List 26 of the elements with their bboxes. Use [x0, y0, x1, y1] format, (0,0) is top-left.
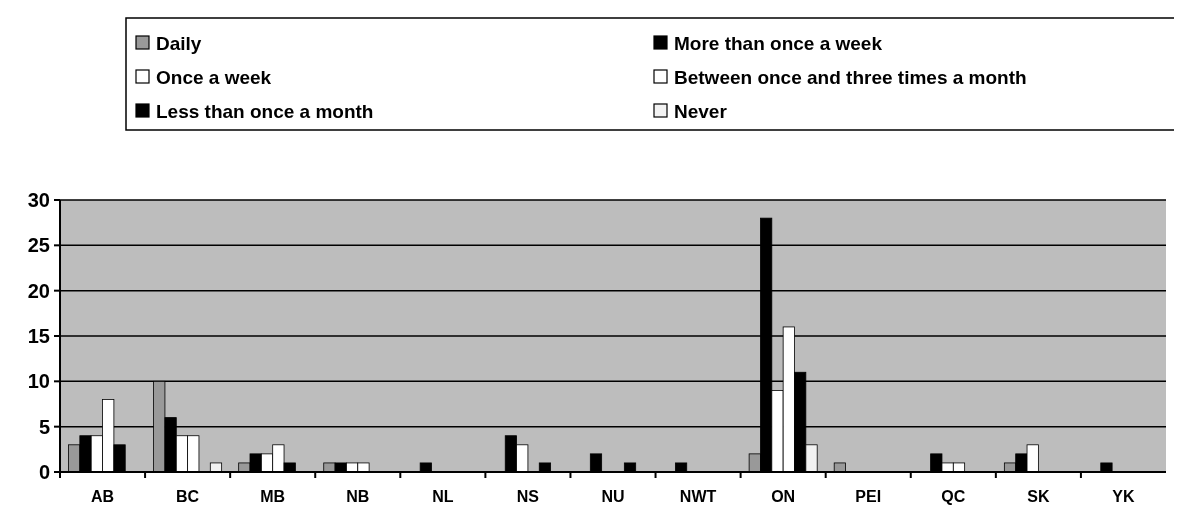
x-tick-label: AB	[90, 488, 115, 505]
legend-label: Less than once a month	[156, 100, 374, 122]
x-tick-label: YK	[1112, 488, 1136, 505]
y-tick-label: 30	[27, 189, 50, 211]
x-tick-label: NL	[432, 488, 454, 505]
x-tick-label: ON	[771, 488, 796, 505]
x-tick-label: QC	[941, 488, 966, 505]
y-tick-label: 10	[27, 370, 50, 393]
x-tick-label: PEI	[855, 488, 882, 505]
legend-label: More than once a week	[674, 32, 883, 54]
y-tick-label: 20	[27, 279, 50, 302]
legend-label: Never	[674, 100, 728, 122]
y-tick-label: 25	[27, 234, 50, 257]
y-tick-label: 0	[38, 461, 50, 483]
x-tick-label: SK	[1027, 488, 1050, 505]
x-tick-label: NS	[516, 488, 540, 505]
y-tick-label: 5	[38, 415, 50, 438]
legend-label: Daily	[156, 32, 202, 54]
x-tick-label: BC	[176, 488, 200, 505]
x-tick-label: MB	[260, 488, 286, 505]
legend-label: Between once and three times a month	[674, 66, 1027, 88]
y-tick-label: 15	[27, 325, 50, 347]
x-tick-label: NU	[601, 488, 625, 505]
x-tick-label: NWT	[679, 488, 717, 505]
legend-label: Once a week	[156, 66, 272, 88]
x-tick-label: NB	[346, 488, 370, 505]
